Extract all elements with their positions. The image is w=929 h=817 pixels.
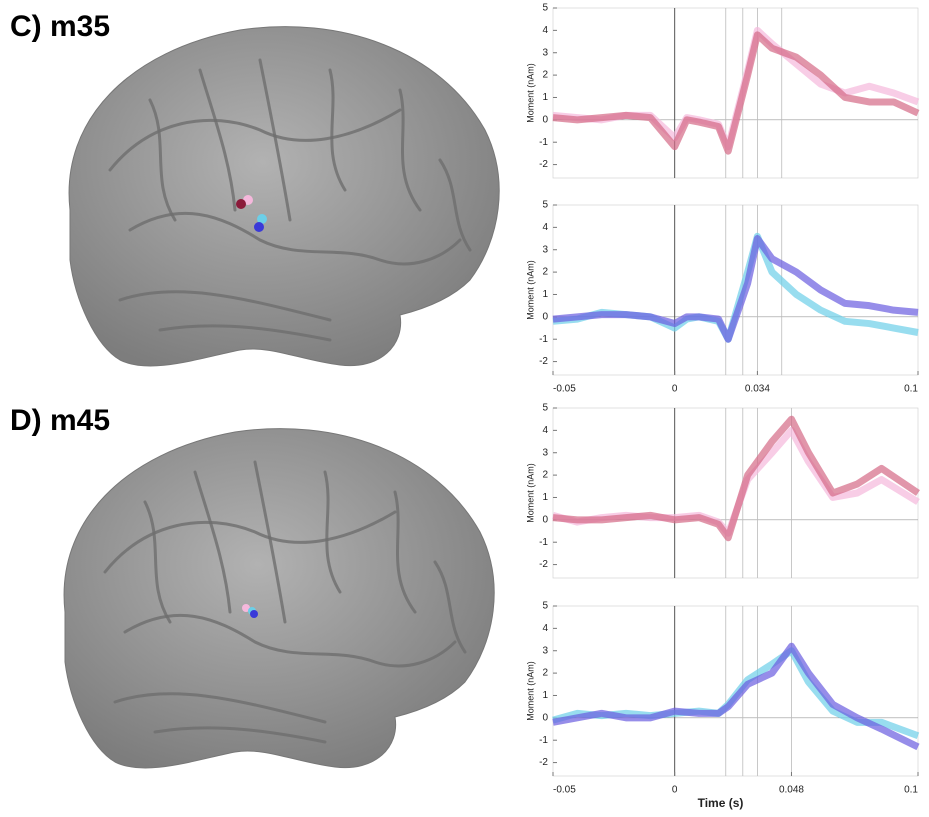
y-tick-label: 5 bbox=[542, 403, 548, 414]
y-tick-label: 1 bbox=[542, 690, 548, 701]
brain-d bbox=[64, 429, 494, 768]
chart: -2 -1 0 1 2 3 4 5 -0.05 0 0.034 0.1 Moment (nAm) bbox=[525, 200, 918, 395]
brain-c bbox=[69, 27, 499, 366]
y-tick-label: 3 bbox=[542, 47, 548, 58]
x-tick-label: 0.034 bbox=[745, 384, 770, 395]
y-tick-label: 5 bbox=[542, 200, 548, 211]
figure: C) m35 D) m45 -2 -1 0 1 2 3 4 5 Moment (nAm) -2 -1… bbox=[0, 0, 929, 817]
y-tick-label: 1 bbox=[542, 289, 548, 300]
y-tick-label: 2 bbox=[542, 70, 548, 81]
y-tick-label: 4 bbox=[542, 623, 548, 634]
x-axis-label: Time (s) bbox=[698, 796, 744, 810]
y-tick-label: 4 bbox=[542, 222, 548, 233]
y-tick-label: -2 bbox=[539, 159, 548, 170]
y-tick-label: -1 bbox=[539, 735, 548, 746]
x-tick-label: 0 bbox=[672, 785, 678, 796]
y-tick-label: 0 bbox=[542, 114, 548, 125]
y-tick-label: 0 bbox=[542, 514, 548, 525]
y-tick-label: -1 bbox=[539, 537, 548, 548]
x-tick-label: 0.1 bbox=[904, 384, 918, 395]
panel-label: D) m45 bbox=[10, 404, 110, 437]
y-tick-label: 3 bbox=[542, 244, 548, 255]
y-axis-label: Moment (nAm) bbox=[525, 463, 535, 523]
x-tick-label: -0.05 bbox=[553, 384, 576, 395]
chart: -2 -1 0 1 2 3 4 5 Moment (nAm) bbox=[525, 3, 918, 178]
y-tick-label: 1 bbox=[542, 92, 548, 103]
chart: -2 -1 0 1 2 3 4 5 Moment (nAm) bbox=[525, 403, 918, 578]
y-tick-label: 4 bbox=[542, 425, 548, 436]
x-tick-label: 0.048 bbox=[779, 785, 804, 796]
y-tick-label: 0 bbox=[542, 311, 548, 322]
y-axis-label: Moment (nAm) bbox=[525, 63, 535, 123]
y-tick-label: -1 bbox=[539, 137, 548, 148]
x-tick-label: 0.1 bbox=[904, 785, 918, 796]
y-tick-label: 2 bbox=[542, 267, 548, 278]
plot-area bbox=[553, 205, 918, 375]
plot-area bbox=[553, 8, 918, 178]
y-tick-label: -2 bbox=[539, 757, 548, 768]
y-tick-label: 0 bbox=[542, 712, 548, 723]
y-axis-label: Moment (nAm) bbox=[525, 661, 535, 721]
y-tick-label: 3 bbox=[542, 645, 548, 656]
x-tick-label: 0 bbox=[672, 384, 678, 395]
y-tick-label: 2 bbox=[542, 668, 548, 679]
x-tick-label: -0.05 bbox=[553, 785, 576, 796]
y-tick-label: 4 bbox=[542, 25, 548, 36]
chart: -2 -1 0 1 2 3 4 5 -0.05 0 0.048 0.1 Moment (nAm) Time… bbox=[525, 601, 918, 811]
y-tick-label: 5 bbox=[542, 3, 548, 14]
y-tick-label: 1 bbox=[542, 492, 548, 503]
y-tick-label: -1 bbox=[539, 334, 548, 345]
panel-label: C) m35 bbox=[10, 10, 110, 43]
y-tick-label: 3 bbox=[542, 447, 548, 458]
y-tick-label: 5 bbox=[542, 601, 548, 612]
y-tick-label: -2 bbox=[539, 356, 548, 367]
y-tick-label: -2 bbox=[539, 559, 548, 570]
y-axis-label: Moment (nAm) bbox=[525, 260, 535, 320]
y-tick-label: 2 bbox=[542, 470, 548, 481]
